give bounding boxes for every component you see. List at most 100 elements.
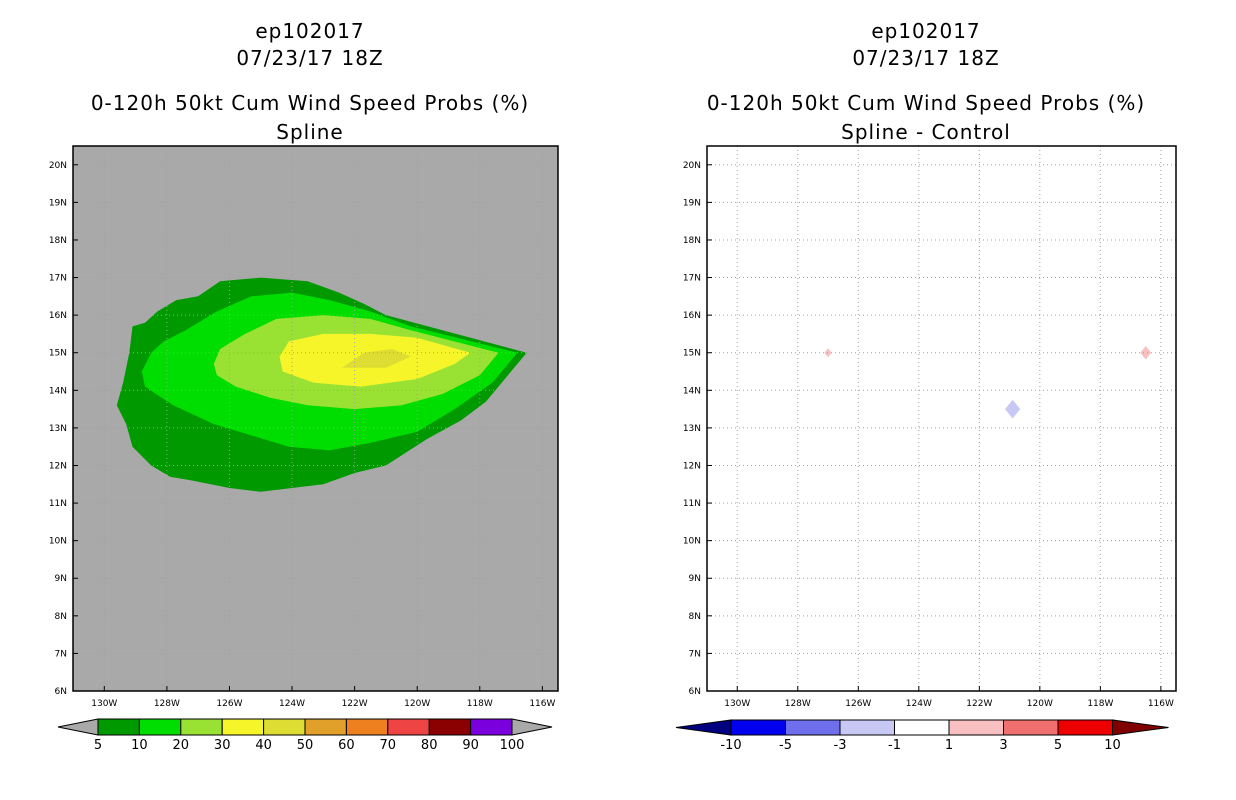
left-y-tick-label: 6N xyxy=(55,687,67,697)
left-storm-id: ep102017 xyxy=(255,19,365,43)
right-y-tick-label: 16N xyxy=(683,311,701,321)
left-x-tick-label: 118W xyxy=(467,699,493,709)
left-colorbar-label: 90 xyxy=(462,738,479,753)
left-y-tick-label: 17N xyxy=(49,274,67,284)
left-y-tick-label: 11N xyxy=(49,499,67,509)
right-y-tick-label: 20N xyxy=(683,161,701,171)
left-colorbar-label: 60 xyxy=(338,738,355,753)
left-colorbar-box xyxy=(138,718,182,736)
left-subtitle: Spline xyxy=(276,120,344,144)
right-difference-feature-2 xyxy=(1005,399,1021,419)
left-y-tick-label: 19N xyxy=(49,198,67,208)
right-x-tick-label: 128W xyxy=(785,699,811,709)
left-datetime: 07/23/17 18Z xyxy=(236,46,384,70)
left-colorbar-label: 50 xyxy=(297,738,314,753)
left-product-title: 0-120h 50kt Cum Wind Speed Probs (%) xyxy=(90,91,530,115)
left-colorbar-box xyxy=(304,718,347,736)
left-y-tick-label: 15N xyxy=(49,349,67,359)
right-y-tick-label: 17N xyxy=(683,274,701,284)
right-colorbar-label: 3 xyxy=(999,738,1007,753)
right-datetime: 07/23/17 18Z xyxy=(852,46,1000,70)
right-x-tick-label: 126W xyxy=(845,699,871,709)
right-y-tick-label: 8N xyxy=(689,612,701,622)
left-colorbar-box xyxy=(221,718,265,736)
right-storm-id: ep102017 xyxy=(871,19,981,43)
right-y-tick-label: 14N xyxy=(683,386,701,396)
left-y-tick-label: 12N xyxy=(49,461,67,471)
left-colorbar-label: 70 xyxy=(380,738,397,753)
right-colorbar-over-arrow xyxy=(1112,719,1169,736)
left-y-tick-label: 10N xyxy=(49,537,67,547)
right-x-tick-label: 130W xyxy=(724,699,750,709)
left-x-tick-label: 128W xyxy=(154,699,180,709)
left-x-tick-label: 130W xyxy=(91,699,117,709)
right-y-tick-label: 12N xyxy=(683,461,701,471)
right-difference-feature-0 xyxy=(824,348,832,358)
right-y-tick-label: 9N xyxy=(689,574,701,584)
left-colorbar-box xyxy=(428,718,472,736)
right-colorbar-box xyxy=(894,719,950,736)
right-colorbar-box xyxy=(948,719,1004,736)
right-y-tick-label: 10N xyxy=(683,537,701,547)
right-colorbar-under-arrow xyxy=(675,719,732,736)
left-colorbar-box xyxy=(180,718,223,736)
right-x-tick-label: 118W xyxy=(1087,699,1113,709)
left-colorbar-label: 5 xyxy=(94,738,102,753)
right-y-tick-label: 11N xyxy=(683,499,701,509)
spline-minus-control-map: 130W 128W 126W 124W 122W 120W 118W 116W 6N 7N 8N 9N… xyxy=(675,145,1177,753)
left-x-tick-label: 116W xyxy=(529,699,555,709)
right-colorbar-label: 1 xyxy=(945,738,953,753)
left-x-tick-label: 124W xyxy=(279,699,305,709)
left-colorbar-label: 80 xyxy=(421,738,438,753)
left-y-tick-label: 7N xyxy=(55,649,67,659)
left-y-tick-label: 14N xyxy=(49,386,67,396)
left-colorbar-box xyxy=(470,718,513,736)
left-colorbar-box xyxy=(345,718,389,736)
right-map-background xyxy=(707,146,1176,691)
right-colorbar-label: 5 xyxy=(1054,738,1062,753)
right-colorbar-box xyxy=(1057,719,1113,736)
left-y-tick-label: 8N xyxy=(55,612,67,622)
left-y-tick-label: 13N xyxy=(49,424,67,434)
left-colorbar-box xyxy=(97,718,140,736)
right-colorbar-box xyxy=(730,719,786,736)
spline-probability-map: 130W 128W 126W 124W 122W 120W 118W 116W 6N 7N 8N 9N… xyxy=(49,145,559,753)
left-contour-40 xyxy=(342,349,411,368)
left-x-tick-label: 120W xyxy=(404,699,430,709)
left-y-tick-label: 20N xyxy=(49,161,67,171)
right-colorbar-label: -10 xyxy=(720,738,741,753)
right-colorbar-box xyxy=(839,719,895,736)
left-colorbar-over-arrow xyxy=(511,718,553,736)
right-product-title: 0-120h 50kt Cum Wind Speed Probs (%) xyxy=(706,91,1146,115)
right-x-tick-label: 120W xyxy=(1027,699,1053,709)
left-colorbar-label: 20 xyxy=(173,738,190,753)
right-y-tick-label: 15N xyxy=(683,349,701,359)
left-colorbar-label: 100 xyxy=(500,738,525,753)
right-y-tick-label: 18N xyxy=(683,236,701,246)
left-colorbar-box xyxy=(263,718,306,736)
left-colorbar-under-arrow xyxy=(57,718,99,736)
left-y-tick-label: 9N xyxy=(55,574,67,584)
right-colorbar-label: -3 xyxy=(834,738,847,753)
right-colorbar-label: -5 xyxy=(779,738,792,753)
right-x-tick-label: 124W xyxy=(906,699,932,709)
left-x-tick-label: 122W xyxy=(342,699,368,709)
right-colorbar-label: -1 xyxy=(888,738,901,753)
left-colorbar-label: 40 xyxy=(255,738,272,753)
right-x-tick-label: 122W xyxy=(966,699,992,709)
right-y-tick-label: 6N xyxy=(689,687,701,697)
right-difference-feature-1 xyxy=(1140,345,1152,360)
right-colorbar-box xyxy=(1003,719,1059,736)
right-x-tick-label: 116W xyxy=(1148,699,1174,709)
right-colorbar-box xyxy=(785,719,841,736)
left-colorbar-box xyxy=(387,718,430,736)
left-y-tick-label: 16N xyxy=(49,311,67,321)
left-map-frame xyxy=(72,145,559,692)
right-y-tick-label: 13N xyxy=(683,424,701,434)
right-y-tick-label: 19N xyxy=(683,198,701,208)
right-colorbar-label: 10 xyxy=(1104,738,1121,753)
right-subtitle: Spline - Control xyxy=(841,120,1011,144)
left-colorbar-label: 30 xyxy=(214,738,231,753)
left-y-tick-label: 18N xyxy=(49,236,67,246)
right-map-frame xyxy=(706,145,1177,692)
